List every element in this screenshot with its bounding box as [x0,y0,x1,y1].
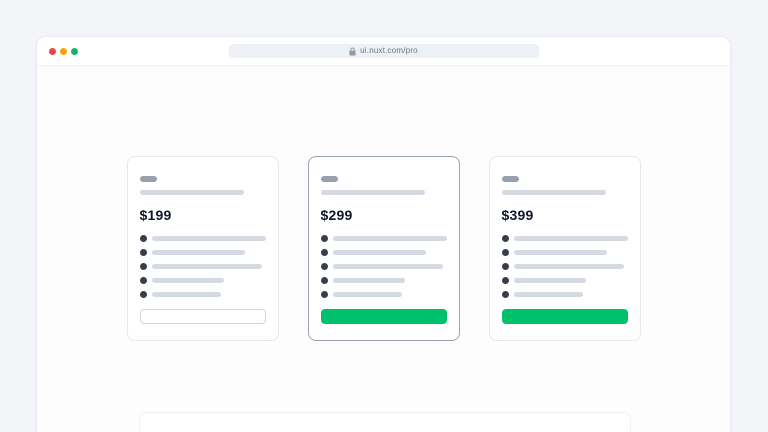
feature-text-skeleton [513,292,583,297]
browser-window: ui.nuxt.com/pro $199 $299 $399 [36,36,731,432]
pricing-card: $399 [488,156,641,341]
plan-price: $299 [320,207,353,223]
feature-text-skeleton [332,236,447,241]
browser-titlebar: ui.nuxt.com/pro [37,37,730,66]
feature-row-skeleton [501,235,628,242]
feature-row-skeleton [139,291,266,298]
feature-text-skeleton [513,250,607,255]
pricing-card: $299 [307,156,460,341]
feature-text-skeleton [151,292,221,297]
pricing-card: $199 [126,156,279,341]
plan-subtitle-skeleton [139,190,244,195]
feature-bullet-dot [139,263,147,270]
feature-row-skeleton [139,263,266,270]
feature-bullet-dot [501,235,509,242]
feature-bullet-dot [139,249,147,256]
feature-row-skeleton [320,235,447,242]
feature-bullet-dot [501,249,509,256]
feature-text-skeleton [513,278,586,283]
feature-text-skeleton [151,278,224,283]
feature-row-skeleton [320,277,447,284]
plan-subtitle-skeleton [320,190,425,195]
plan-title-skeleton [501,176,519,182]
plan-title-skeleton [320,176,338,182]
feature-bullet-dot [320,291,328,298]
feature-text-skeleton [151,250,245,255]
minimize-window-control[interactable] [60,47,67,55]
feature-text-skeleton [513,264,624,269]
url-text: ui.nuxt.com/pro [360,46,418,55]
feature-text-skeleton [332,264,443,269]
feature-text-skeleton [332,278,405,283]
feature-bullet-dot [320,249,328,256]
feature-row-skeleton [320,263,447,270]
feature-row-skeleton [501,277,628,284]
plan-feature-list [320,235,447,298]
feature-row-skeleton [139,277,266,284]
feature-row-skeleton [139,249,266,256]
plan-subtitle-skeleton [501,190,606,195]
feature-text-skeleton [513,236,628,241]
address-bar[interactable]: ui.nuxt.com/pro [228,44,539,58]
plan-feature-list [139,235,266,298]
close-window-control[interactable] [49,47,56,55]
feature-row-skeleton [139,235,266,242]
plan-cta-button[interactable] [501,309,628,324]
plan-price: $199 [139,207,172,223]
feature-bullet-dot [139,235,147,242]
feature-bullet-dot [320,277,328,284]
feature-row-skeleton [501,263,628,270]
lock-icon [349,47,356,55]
feature-text-skeleton [332,250,426,255]
plan-price: $399 [501,207,534,223]
plan-title-skeleton [139,176,157,182]
below-fold-section [139,412,631,432]
browser-content: $199 $299 $399 [37,66,730,432]
feature-row-skeleton [320,291,447,298]
feature-text-skeleton [151,236,266,241]
feature-bullet-dot [139,291,147,298]
feature-bullet-dot [320,263,328,270]
feature-bullet-dot [501,291,509,298]
feature-text-skeleton [151,264,262,269]
feature-row-skeleton [501,291,628,298]
pricing-section: $199 $299 $399 [37,66,730,341]
plan-cta-button[interactable] [320,309,447,324]
feature-bullet-dot [501,277,509,284]
feature-bullet-dot [139,277,147,284]
plan-feature-list [501,235,628,298]
feature-bullet-dot [501,263,509,270]
feature-text-skeleton [332,292,402,297]
feature-bullet-dot [320,235,328,242]
feature-row-skeleton [501,249,628,256]
feature-row-skeleton [320,249,447,256]
plan-cta-button[interactable] [139,309,266,324]
zoom-window-control[interactable] [71,47,78,55]
window-controls [49,37,78,65]
